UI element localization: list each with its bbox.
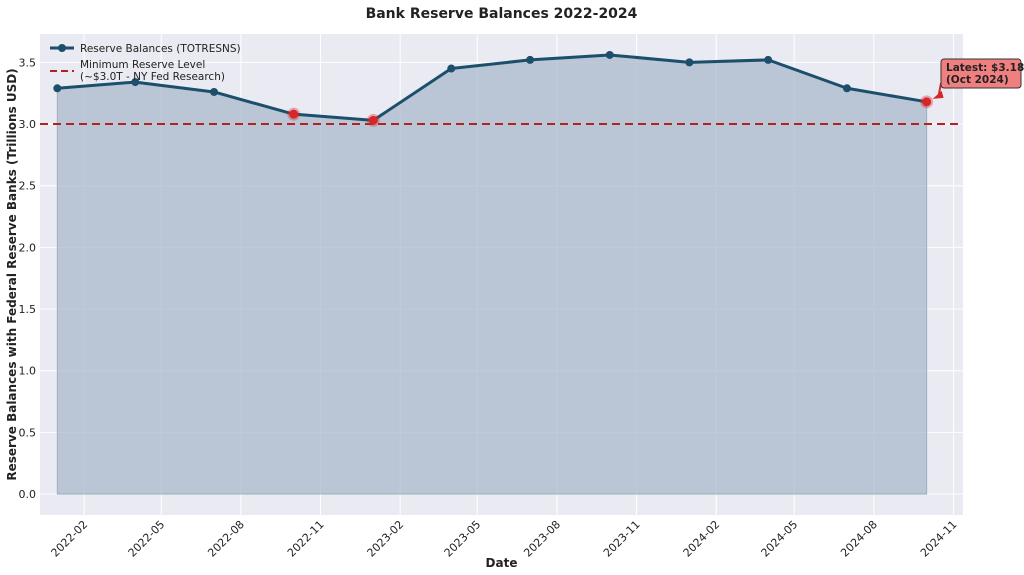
- legend: Reserve Balances (TOTRESNS) Minimum Rese…: [50, 43, 241, 83]
- x-tick-label: 2022-02: [49, 518, 91, 560]
- data-point: [447, 64, 456, 73]
- area-fill-layer: [56, 54, 928, 495]
- highlighted-point: [368, 115, 378, 125]
- y-axis-title: Reserve Balances with Federal Reserve Ba…: [5, 68, 19, 480]
- x-tick-label: 2022-11: [285, 518, 327, 560]
- x-tick-label: 2023-02: [365, 518, 407, 560]
- legend-reference-label: Minimum Reserve Level (~$3.0T - NY Fed Re…: [80, 59, 225, 83]
- y-tick-label: 3.0: [19, 118, 37, 131]
- data-point: [685, 58, 694, 67]
- highlighted-point: [922, 97, 932, 107]
- y-tick-label: 0.0: [19, 488, 37, 501]
- x-tick-label: 2023-11: [601, 518, 643, 560]
- legend-reference-label-line: (~$3.0T - NY Fed Research): [80, 71, 225, 83]
- y-tick-label: 2.5: [19, 180, 37, 193]
- x-tick-label: 2023-05: [442, 518, 484, 560]
- x-tick-label: 2024-11: [918, 518, 960, 560]
- area-fill: [56, 54, 928, 495]
- legend-series-marker: [58, 44, 66, 52]
- x-tick-label: 2024-05: [759, 518, 801, 560]
- series-layer: [57, 53, 927, 122]
- x-tick-label: 2022-05: [126, 518, 168, 560]
- legend-reference-label-line: Minimum Reserve Level: [80, 59, 205, 71]
- data-point: [764, 55, 773, 64]
- annotation-text-line2: (Oct 2024): [946, 74, 1009, 86]
- x-tick-labels: 2022-02 2022-05 2022-08 2022-11 2023-02 2023-…: [49, 518, 960, 560]
- annotation-text-line1: Latest: $3.18T: [946, 62, 1024, 74]
- data-point: [526, 55, 535, 64]
- data-point: [842, 84, 851, 93]
- annotation-box: [940, 58, 1022, 89]
- y-tick-label: 0.5: [19, 426, 37, 439]
- data-point: [605, 50, 614, 59]
- legend-series-label: Reserve Balances (TOTRESNS): [80, 43, 241, 55]
- y-tick-labels: 0.0 0.5 1.0 1.5 2.0 2.5 3.0 3.5: [19, 56, 37, 501]
- y-tick-label: 2.0: [19, 241, 37, 254]
- y-tick-label: 1.5: [19, 303, 37, 316]
- series-line: [57, 53, 927, 122]
- x-axis-title: Date: [486, 556, 518, 570]
- x-tick-label: 2024-02: [681, 518, 723, 560]
- points-layer: [53, 50, 934, 127]
- annotation-arrowhead: [932, 90, 944, 99]
- chart-title: Bank Reserve Balances 2022-2024: [366, 6, 638, 22]
- x-tick-label: 2022-08: [205, 518, 247, 560]
- x-tick-label: 2024-08: [838, 518, 880, 560]
- y-tick-label: 1.0: [19, 365, 37, 378]
- highlighted-point: [289, 109, 299, 119]
- x-tick-label: 2023-08: [521, 518, 563, 560]
- data-point: [210, 87, 219, 96]
- latest-annotation: Latest: $3.18T (Oct 2024): [932, 58, 1024, 99]
- y-tick-label: 3.5: [19, 56, 37, 69]
- data-point: [131, 78, 140, 87]
- data-point: [53, 84, 62, 93]
